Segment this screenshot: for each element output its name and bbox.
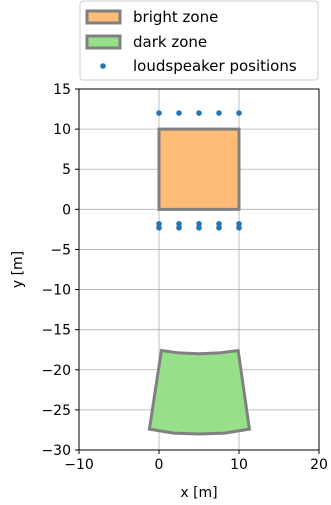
x-axis-label: x [m] <box>180 485 217 501</box>
loudspeaker-point <box>196 224 202 231</box>
loudspeaker-point <box>196 220 202 227</box>
loudspeaker-point <box>236 220 242 227</box>
zones <box>147 127 252 436</box>
legend-label: bright zone <box>133 8 218 26</box>
y-tick-label: −30 <box>41 443 71 459</box>
x-tick-label: −10 <box>64 457 94 473</box>
y-axis-label: y [m] <box>10 251 26 288</box>
axis-ticks: −10 0 10 20 −30 −25 −20 −15 −10 −5 0 5 10 15 <box>41 82 327 473</box>
loudspeaker-point <box>176 224 182 231</box>
y-tick-label: 10 <box>53 122 71 138</box>
y-tick-label: −20 <box>41 363 71 379</box>
loudspeaker-point <box>156 224 162 231</box>
loudspeaker-point <box>216 224 222 231</box>
legend-label: dark zone <box>133 33 207 51</box>
legend-swatch <box>85 9 122 25</box>
loudspeaker-point <box>216 220 222 227</box>
loudspeaker-point <box>176 110 182 116</box>
legend-box <box>79 0 319 81</box>
x-tick-label: 0 <box>155 457 164 473</box>
legend: bright zone dark zone loudspeaker position… <box>79 0 319 81</box>
x-tick-label: 20 <box>310 457 328 473</box>
legend-swatch <box>85 34 122 50</box>
plot-area-frame <box>78 88 320 451</box>
loudspeaker-point <box>156 220 162 227</box>
loudspeaker-point <box>216 110 222 116</box>
x-tick-label: 10 <box>230 457 248 473</box>
y-tick-label: −5 <box>50 242 71 258</box>
loudspeaker-point <box>236 224 242 231</box>
legend-swatch <box>100 63 106 69</box>
loudspeaker-point <box>156 110 162 116</box>
loudspeaker-point <box>236 110 242 116</box>
y-tick-label: 0 <box>62 202 71 218</box>
legend-label: loudspeaker positions <box>133 57 297 75</box>
y-tick-label: −25 <box>41 403 71 419</box>
loudspeaker-points <box>156 110 242 231</box>
y-tick-label: −15 <box>41 323 71 339</box>
bright-zone-patch <box>157 127 241 211</box>
dark-zone-patch <box>147 348 252 436</box>
loudspeaker-point <box>196 110 202 116</box>
y-tick-label: 5 <box>62 162 71 178</box>
y-tick-label: −10 <box>41 283 71 299</box>
y-tick-label: 15 <box>53 82 71 98</box>
loudspeaker-point <box>176 220 182 227</box>
